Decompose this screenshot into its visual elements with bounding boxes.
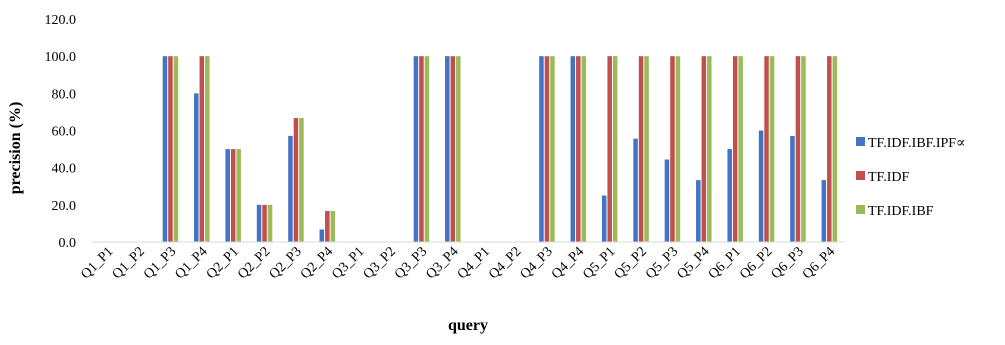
bar [732,56,738,242]
x-tick-label: Q4_P4 [549,244,587,282]
x-tick-label: Q3_P4 [424,244,462,282]
x-tick-label: Q4_P1 [455,244,493,282]
bar [267,204,273,242]
bars [162,56,838,242]
x-axis-title: query [448,317,488,334]
y-tick-label: 0.0 [59,236,77,251]
bar [330,210,336,242]
bar [256,204,262,242]
bar [293,118,299,242]
bar [633,138,638,242]
bar [758,130,764,242]
bar [612,56,618,242]
x-tick-label: Q2_P2 [235,244,273,282]
legend: TF.IDF.IBF.IPF∝ TF.IDF TF.IDF.IBF [856,136,966,219]
y-tick-label: 60.0 [52,125,77,140]
legend-swatch [856,137,865,146]
bar [576,56,581,242]
bar [236,149,241,242]
bar [262,204,267,242]
bar [450,56,456,242]
bar [162,56,168,242]
x-tick-label: Q4_P3 [518,244,556,282]
bar [299,118,304,242]
bar [707,56,712,242]
bar [456,56,461,242]
bar [638,56,644,242]
x-tick-label: Q6_P4 [800,244,838,282]
bar [675,56,681,242]
bar [769,56,775,242]
x-tick-label: Q5_P1 [580,244,618,282]
legend-label: TF.IDF.IBF [868,204,934,219]
bar [821,180,827,242]
x-tick-label: Q4_P2 [486,244,524,282]
x-tick-label: Q3_P2 [361,244,399,282]
x-tick-label: Q1_P4 [173,244,211,282]
x-tick-label: Q1_P3 [141,244,179,282]
x-tick-label: Q2_P1 [204,244,242,282]
bar [790,135,795,242]
bar [570,56,576,242]
y-axis-ticks: 0.0 20.0 40.0 60.0 80.0 100.0 120.0 [45,13,77,251]
bar [168,56,173,242]
bar [199,56,205,242]
bar [795,56,801,242]
bar [424,56,430,242]
x-tick-label: Q6_P2 [737,244,775,282]
bar [230,149,236,242]
legend-swatch [856,171,865,180]
bar [225,149,230,242]
bar [727,149,732,242]
bar [696,180,701,242]
bar [194,93,199,242]
bar [664,159,670,242]
bar [325,210,330,242]
bar [601,195,607,242]
x-tick-label: Q5_P3 [643,244,681,282]
y-axis-title: precision (%) [7,102,24,195]
legend-label: TF.IDF.IBF.IPF∝ [868,136,966,151]
bar [827,56,832,242]
x-tick-label: Q2_P3 [267,244,305,282]
bar [701,56,707,242]
bar [288,135,293,242]
y-tick-label: 20.0 [52,199,77,214]
bar [607,56,612,242]
bar [738,56,743,242]
bar [544,56,550,242]
x-tick-label: Q1_P2 [110,244,148,282]
x-tick-label: Q6_P1 [706,244,744,282]
x-tick-label: Q3_P1 [329,244,367,282]
bar [173,56,179,242]
y-tick-label: 100.0 [45,50,77,65]
bar [670,56,675,242]
x-tick-label: Q3_P3 [392,244,430,282]
bar [319,229,325,242]
bar [801,56,806,242]
bar [419,56,424,242]
x-tick-label: Q5_P2 [612,244,650,282]
x-tick-label: Q6_P3 [769,244,807,282]
bar [644,56,649,242]
bar [832,56,838,242]
bar [764,56,769,242]
bar [550,56,555,242]
x-tick-label: Q1_P1 [78,244,116,282]
bar [205,56,210,242]
x-tick-label: Q2_P4 [298,244,336,282]
bar [581,56,587,242]
x-axis-ticks: Q1_P1Q1_P2Q1_P3Q1_P4Q2_P1Q2_P2Q2_P3Q2_P4… [78,244,838,282]
y-tick-label: 120.0 [45,13,77,28]
legend-label: TF.IDF [868,170,909,185]
legend-swatch [856,205,865,214]
bar [413,56,419,242]
bar [539,56,544,242]
bar [445,56,450,242]
x-tick-label: Q5_P4 [675,244,713,282]
y-tick-label: 80.0 [52,87,77,102]
y-tick-label: 40.0 [52,162,77,177]
